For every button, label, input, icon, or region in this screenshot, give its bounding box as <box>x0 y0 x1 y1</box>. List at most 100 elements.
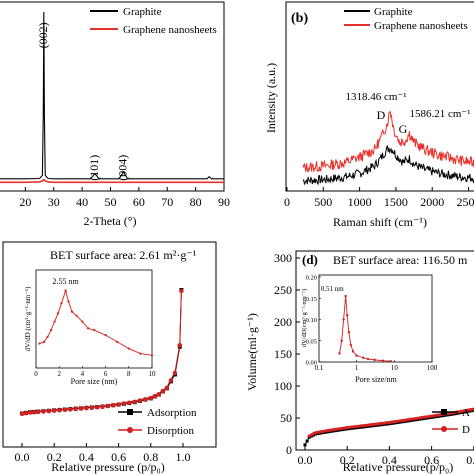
panel-d-desorption-marker <box>383 421 387 425</box>
panel-d-inset-marker <box>342 318 345 321</box>
panel-c-disorption-marker <box>105 403 111 409</box>
panel-d-desorption-marker <box>385 421 389 425</box>
panel-d-inset-marker <box>340 339 343 342</box>
panel-d-inset-y-tick-label: 0.20 <box>306 275 317 282</box>
panel-d-desorption-marker <box>350 425 354 429</box>
panel-d-desorption-marker <box>307 434 311 438</box>
panel-d-y-tick-label: 50 <box>280 411 292 425</box>
panel-c-disorption-marker <box>94 405 100 410</box>
panel-b-peak-label: 1318.46 cm⁻¹ <box>345 91 406 103</box>
panel-c-disorption-marker <box>116 402 121 407</box>
panel-c-inset-marker <box>56 312 60 315</box>
panel-b-x-tick-label: 500 <box>314 195 332 209</box>
panel-d-inset-y-tick-label: 0.00 <box>306 360 317 367</box>
panel-d-inset-marker <box>347 331 351 334</box>
panel-d-desorption-marker <box>397 419 401 423</box>
panel-d-desorption-marker <box>333 427 338 431</box>
panel-d-inset-marker <box>381 359 385 362</box>
panel-a-peak-label: (002) <box>36 22 50 48</box>
panel-c-disorption-marker <box>57 408 62 413</box>
panel-d-desorption-marker <box>411 417 415 421</box>
panel-c-disorption-marker <box>179 288 184 294</box>
panel-d-desorption-marker <box>373 422 377 426</box>
panel-c-disorption-marker <box>111 403 116 408</box>
panel-c-disorption-marker <box>27 410 33 415</box>
panel-c-inset-x-tick-label: 8 <box>127 370 131 378</box>
panel-d-inset-marker <box>366 357 370 361</box>
panel-c-inset-marker <box>92 328 96 332</box>
panel-c-disorption-marker <box>41 409 46 414</box>
panel-c-disorption-marker <box>168 378 174 383</box>
panel-c-disorption-marker <box>132 399 137 405</box>
panel-c-legend-marker <box>127 427 133 433</box>
panel-d-inset-marker <box>338 352 341 355</box>
panel-d-y-tick-label: 100 <box>274 379 292 393</box>
panel-c-inset-x-tick-label: 2 <box>57 370 61 378</box>
panel-c-x-tick-label: 0.0 <box>15 450 30 464</box>
panel-c-disorption-marker <box>137 398 143 403</box>
panel-d-desorption-marker <box>362 424 366 428</box>
panel-d-desorption-marker <box>408 417 413 421</box>
panel-d-label: (d) <box>302 252 318 267</box>
panel-d-adsorption-marker <box>305 439 309 443</box>
panel-b-raman: 1318.46 cm⁻¹ D 1586.21 cm⁻¹G (b) Graphite Gra… <box>264 1 474 229</box>
panel-d-inset-y-tick-label: 0.05 <box>306 338 317 345</box>
panel-b-x-tick-label: 2000 <box>420 195 444 209</box>
panel-a-x-tick-label: 90 <box>218 195 230 209</box>
panel-d-x-tick-label: 0.6 <box>424 453 439 467</box>
panel-c-inset-frame <box>35 269 153 369</box>
panel-d-y-tick-label: 0 <box>286 443 292 457</box>
panel-c-x-tick-label: 0.2 <box>47 450 62 464</box>
panel-d-desorption-marker <box>387 420 391 425</box>
panel-d-inset-marker <box>344 294 347 298</box>
panel-d-desorption-marker <box>418 416 422 420</box>
panel-d-desorption-marker <box>364 423 368 427</box>
panel-c-inset-x-tick-label: 6 <box>104 370 108 378</box>
panel-c-inset-x-label: Pore size (nm) <box>71 377 118 386</box>
panel-d-desorption-marker <box>425 415 429 419</box>
panel-c-x-tick-label: 0.4 <box>79 450 94 464</box>
panel-d-adsorption-marker <box>303 443 307 447</box>
panel-d-desorption-marker <box>366 423 370 427</box>
panel-d-inset-marker <box>351 350 355 353</box>
panel-d-desorption-marker <box>430 414 434 418</box>
panel-c-inset-marker <box>43 340 46 343</box>
panel-c-disorption-marker <box>121 401 127 406</box>
panel-c-disorption-marker <box>31 410 37 415</box>
panel-c-disorption-marker <box>127 400 132 405</box>
panel-d-legend-label: A <box>462 407 470 419</box>
panel-d-desorption-marker <box>401 418 406 422</box>
panel-d-desorption-marker <box>345 426 349 430</box>
panel-c-disorption-marker <box>177 342 182 348</box>
panel-d-desorption-marker <box>336 427 340 431</box>
panel-d-desorption-marker <box>352 425 356 429</box>
panel-c-disorption-marker <box>23 411 29 416</box>
panel-d-desorption-marker <box>329 428 333 432</box>
panel-d-inset-marker <box>345 314 349 317</box>
panel-d-inset-y-label: dV/dD(cm³·g⁻¹·nm⁻¹) <box>301 289 308 348</box>
panel-d-inset-marker <box>349 343 353 347</box>
panel-d-desorption-marker <box>376 422 380 426</box>
panel-c-plot-frame <box>2 241 217 448</box>
panel-c-inset-x-tick-label: 4 <box>81 370 85 378</box>
panel-d-desorption-marker <box>422 415 427 419</box>
panel-d-desorption-marker <box>378 422 382 426</box>
panel-c-disorption-marker <box>19 411 25 417</box>
panel-b-x-tick-label: 1000 <box>348 195 372 209</box>
panel-b-label: (b) <box>291 11 308 26</box>
panel-d-desorption-marker <box>380 421 384 425</box>
panel-c-inset-marker <box>81 320 84 323</box>
panel-a-x-tick-label: 80 <box>190 195 202 209</box>
panel-d-desorption-marker <box>432 414 436 418</box>
panel-c-inset-marker <box>139 352 142 355</box>
panel-c-series-adsorption-line <box>21 289 182 414</box>
panel-c-inset-x-tick-label: 10 <box>149 370 157 378</box>
panel-d-x-axis-label: Relative pressure(p/p₀) <box>343 460 453 474</box>
panel-c-inset-y-label: dV/dD (cm³·g⁻¹·nm⁻¹) <box>24 286 32 351</box>
panel-d-desorption-marker <box>404 418 408 422</box>
panel-c-inset-marker <box>46 335 49 338</box>
panel-d-desorption-marker <box>359 424 363 428</box>
panel-b-legend-label: Graphene nanosheets <box>374 20 468 32</box>
panel-d-inset-y-tick-label: 0.10 <box>306 317 317 324</box>
panel-c-inset-marker <box>67 300 70 303</box>
